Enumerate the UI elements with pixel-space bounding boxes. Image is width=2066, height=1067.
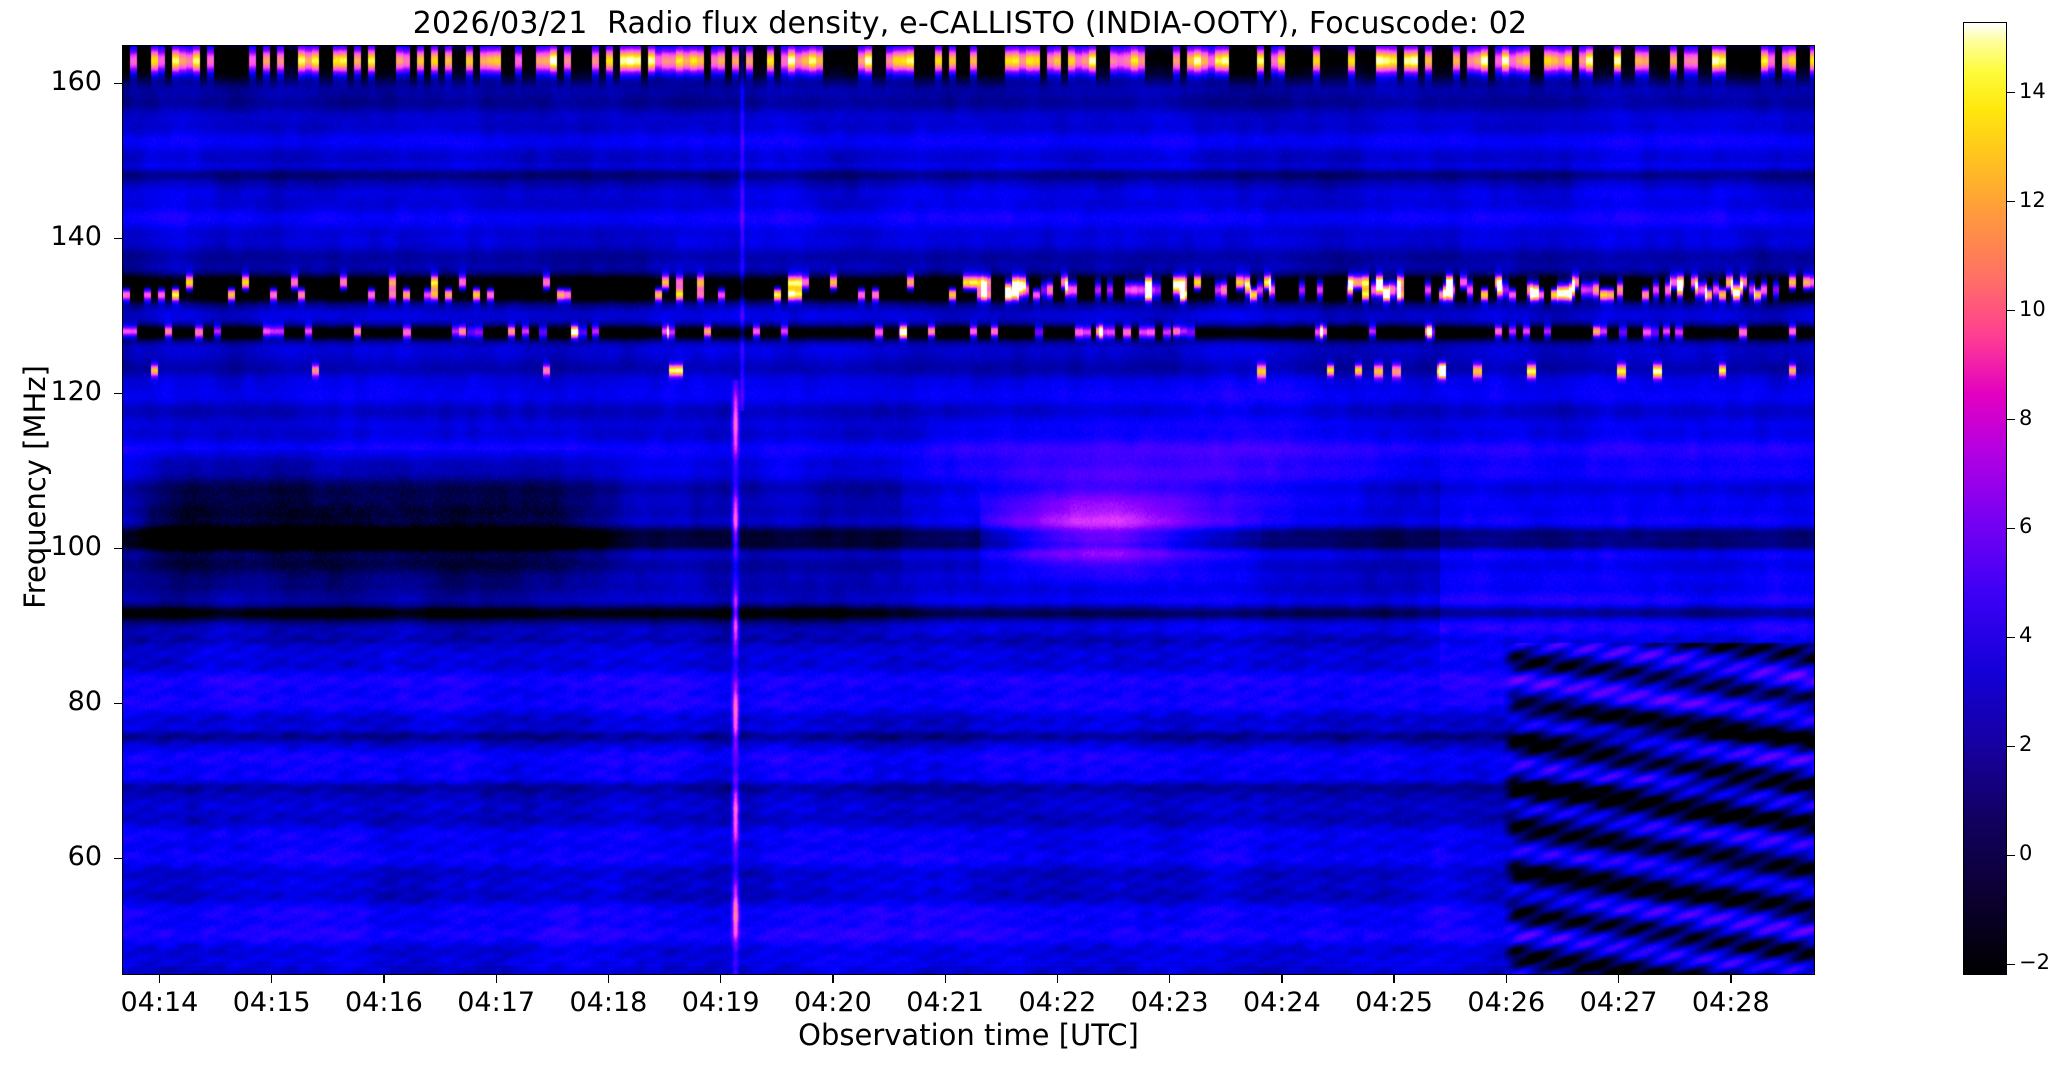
y-tick-mark (114, 703, 122, 705)
colorbar-tick-mark (2007, 636, 2015, 639)
colorbar-tick-mark (2007, 92, 2015, 94)
x-tick-label: 04:19 (681, 987, 760, 1018)
x-tick-label: 04:24 (1242, 987, 1321, 1018)
colorbar-tick-label: 6 (2019, 514, 2033, 539)
colorbar-tick-label: 2 (2019, 732, 2033, 757)
colorbar-tick-mark (2007, 527, 2015, 530)
spectrogram-axes[interactable] (122, 45, 1815, 975)
colorbar-tick-mark (2007, 745, 2015, 747)
figure-title: 2026/03/21 Radio flux density, e-CALLIST… (412, 6, 1528, 41)
x-tick-label: 04:26 (1467, 987, 1546, 1018)
y-tick-mark (114, 858, 122, 860)
colorbar-tick-label: 14 (2019, 78, 2046, 103)
x-tick-mark (271, 975, 273, 983)
colorbar-tick-label: 8 (2019, 405, 2033, 430)
x-tick-label: 04:22 (1018, 987, 1097, 1018)
x-axis-label: Observation time [UTC] (798, 1018, 1139, 1052)
spectrogram-image (123, 46, 1814, 974)
x-tick-label: 04:27 (1579, 987, 1658, 1018)
x-tick-mark (1281, 975, 1283, 983)
x-tick-mark (1617, 975, 1620, 983)
x-tick-mark (720, 975, 722, 983)
x-tick-label: 04:28 (1691, 987, 1770, 1018)
colorbar-tick-label: 0 (2019, 841, 2033, 866)
colorbar-tick-label: 10 (2019, 296, 2046, 321)
x-tick-label: 04:23 (1130, 987, 1209, 1018)
x-tick-mark (1169, 975, 1171, 983)
y-tick-mark (114, 548, 122, 550)
x-tick-label: 04:18 (569, 987, 648, 1018)
colorbar-tick-label: 4 (2019, 623, 2033, 648)
x-tick-mark (1730, 975, 1732, 983)
x-tick-label: 04:16 (344, 987, 423, 1018)
x-tick-mark (495, 975, 497, 983)
x-tick-label: 04:14 (120, 987, 199, 1018)
colorbar-tick-label: −2 (2019, 950, 2050, 975)
x-tick-label: 04:20 (793, 987, 872, 1018)
y-tick-label: 160 (50, 65, 102, 97)
x-tick-mark (383, 975, 385, 983)
x-tick-label: 04:25 (1355, 987, 1433, 1018)
y-tick-mark (114, 393, 122, 395)
x-tick-mark (1056, 975, 1059, 983)
y-tick-mark (114, 83, 122, 85)
colorbar-tick-mark (2007, 854, 2015, 856)
colorbar-tick-mark (2007, 201, 2015, 203)
x-tick-label: 04:15 (232, 987, 311, 1018)
colorbar[interactable] (1963, 22, 2007, 975)
y-tick-label: 80 (67, 685, 102, 717)
y-tick-label: 120 (50, 375, 102, 407)
y-tick-label: 100 (50, 530, 102, 562)
colorbar-tick-mark (2007, 963, 2015, 965)
x-tick-label: 04:21 (906, 987, 985, 1018)
x-tick-mark (832, 975, 834, 983)
x-tick-label: 04:17 (457, 987, 536, 1018)
y-tick-label: 140 (50, 220, 102, 252)
y-tick-mark (114, 238, 122, 240)
y-axis-label: Frequency [MHz] (18, 365, 52, 609)
x-tick-mark (607, 975, 610, 983)
x-tick-mark (158, 975, 161, 983)
colorbar-tick-mark (2007, 418, 2015, 421)
x-tick-mark (944, 975, 946, 983)
x-tick-mark (1505, 975, 1508, 983)
colorbar-tick-label: 12 (2019, 187, 2046, 212)
x-tick-mark (1393, 975, 1395, 983)
y-tick-label: 60 (67, 840, 102, 872)
colorbar-tick-mark (2007, 310, 2015, 312)
